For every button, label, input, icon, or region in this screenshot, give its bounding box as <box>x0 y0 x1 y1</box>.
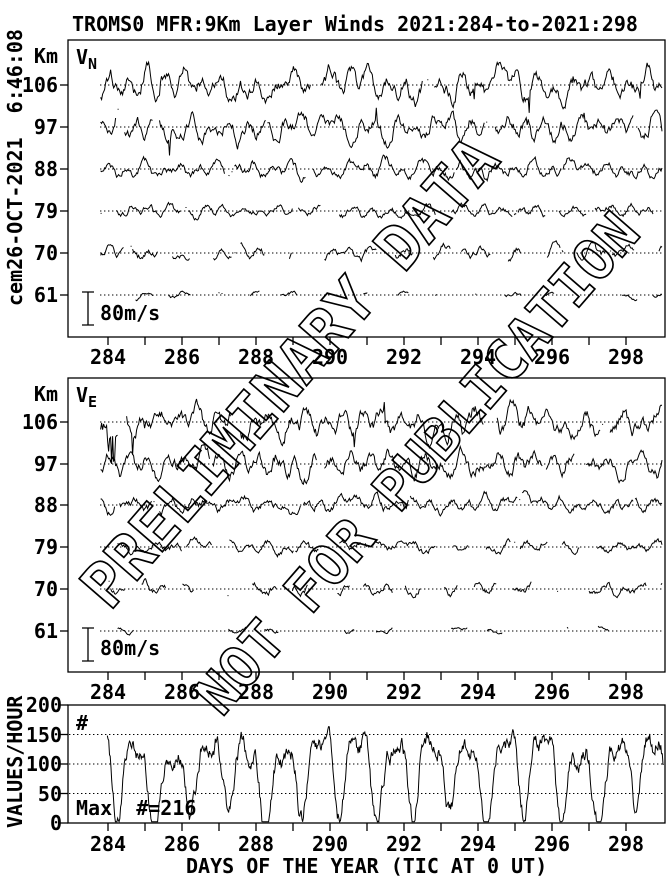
altitude-label-vn: 61 <box>33 283 58 307</box>
x-tick-label-count: 298 <box>607 832 645 856</box>
altitude-label-ve: 88 <box>33 493 58 517</box>
trace-vn-88km <box>100 154 663 184</box>
trace-ve-70km <box>108 578 663 599</box>
count-symbol: # <box>76 711 89 735</box>
y-tick-label-count: 200 <box>25 693 62 717</box>
watermark-preliminary-data: PRELIMINARY DATA <box>66 123 513 622</box>
x-tick-label-count: 292 <box>385 832 423 856</box>
trace-vn-97km <box>100 107 663 156</box>
x-tick-label-count: 294 <box>459 832 497 856</box>
x-tick-label-ve: 294 <box>459 680 497 704</box>
altitude-label-ve: 106 <box>21 410 58 434</box>
x-tick-label-count: 290 <box>311 832 349 856</box>
x-tick-label-vn: 290 <box>311 345 349 369</box>
x-tick-label-vn: 296 <box>533 345 571 369</box>
altitude-label-vn: 97 <box>33 115 58 139</box>
wind-traces-ve <box>100 398 663 636</box>
altitude-label-ve: 70 <box>33 577 58 601</box>
panel-label-vn: VN <box>76 46 97 75</box>
x-tick-label-vn: 298 <box>607 345 645 369</box>
x-tick-label-vn: 284 <box>89 345 127 369</box>
x-tick-label-count: 288 <box>237 832 275 856</box>
trace-vn-79km <box>100 201 654 221</box>
altitude-label-vn: 79 <box>33 199 58 223</box>
wind-traces-vn <box>100 60 663 302</box>
x-tick-label-ve: 298 <box>607 680 645 704</box>
x-tick-label-vn: 286 <box>163 345 201 369</box>
watermark-not-for-publication: NOT FOR PUBLICATION <box>184 201 653 727</box>
panel-label-ve-main: V <box>76 383 89 407</box>
x-axis-title: DAYS OF THE YEAR (TIC AT 0 UT) <box>186 854 548 877</box>
y-axis-unit-ve: Km <box>33 382 58 406</box>
trace-vn-106km <box>100 60 663 113</box>
altitude-label-ve: 79 <box>33 535 58 559</box>
x-tick-label-count: 296 <box>533 832 571 856</box>
trace-vn-70km <box>100 240 663 263</box>
trace-ve-97km <box>100 442 663 486</box>
x-tick-label-ve: 284 <box>89 680 127 704</box>
y-tick-label-count: 100 <box>25 752 62 776</box>
y-tick-label-count: 50 <box>37 781 62 806</box>
x-tick-label-ve: 288 <box>237 680 275 704</box>
x-tick-label-ve: 286 <box>163 680 201 704</box>
x-tick-label-ve: 292 <box>385 680 423 704</box>
panel-label-ve: VE <box>76 384 97 413</box>
altitude-label-vn: 70 <box>33 241 58 265</box>
axis-ticks <box>60 84 627 831</box>
trace-ve-61km <box>117 625 610 636</box>
figure-title: TROMS0 MFR:9Km Layer Winds 2021:284-to-2… <box>72 12 638 36</box>
x-tick-label-vn: 294 <box>459 345 497 369</box>
panel-label-vn-main: V <box>76 45 89 69</box>
x-tick-label-vn: 292 <box>385 345 423 369</box>
altitude-label-ve: 97 <box>33 452 58 476</box>
x-tick-label-count: 286 <box>163 832 201 856</box>
x-tick-label-vn: 288 <box>237 345 275 369</box>
y-tick-label-count: 150 <box>25 722 62 747</box>
x-tick-label-ve: 290 <box>311 680 349 704</box>
x-tick-label-count: 284 <box>89 832 127 856</box>
scale-bar-label-vn: 80m/s <box>100 301 161 325</box>
altitude-label-vn: 88 <box>33 157 58 181</box>
scale-bar-label-ve: 80m/s <box>100 636 161 660</box>
max-count-annotation: Max #=216 <box>76 796 197 820</box>
x-tick-label-ve: 296 <box>533 680 571 704</box>
y-axis-unit-vn: Km <box>33 44 58 68</box>
trace-ve-106km <box>100 398 663 465</box>
panel-frames <box>67 39 666 824</box>
y-tick-label-count: 0 <box>49 811 62 835</box>
panel-label-ve-sub: E <box>88 393 98 411</box>
trace-vn-61km <box>135 290 663 302</box>
altitude-label-vn: 106 <box>21 73 58 97</box>
dotted-baselines <box>69 84 664 794</box>
panel-label-vn-sub: N <box>88 55 98 73</box>
trace-ve-79km <box>117 536 663 559</box>
altitude-label-ve: 61 <box>33 619 58 643</box>
trace-ve-88km <box>100 490 663 517</box>
